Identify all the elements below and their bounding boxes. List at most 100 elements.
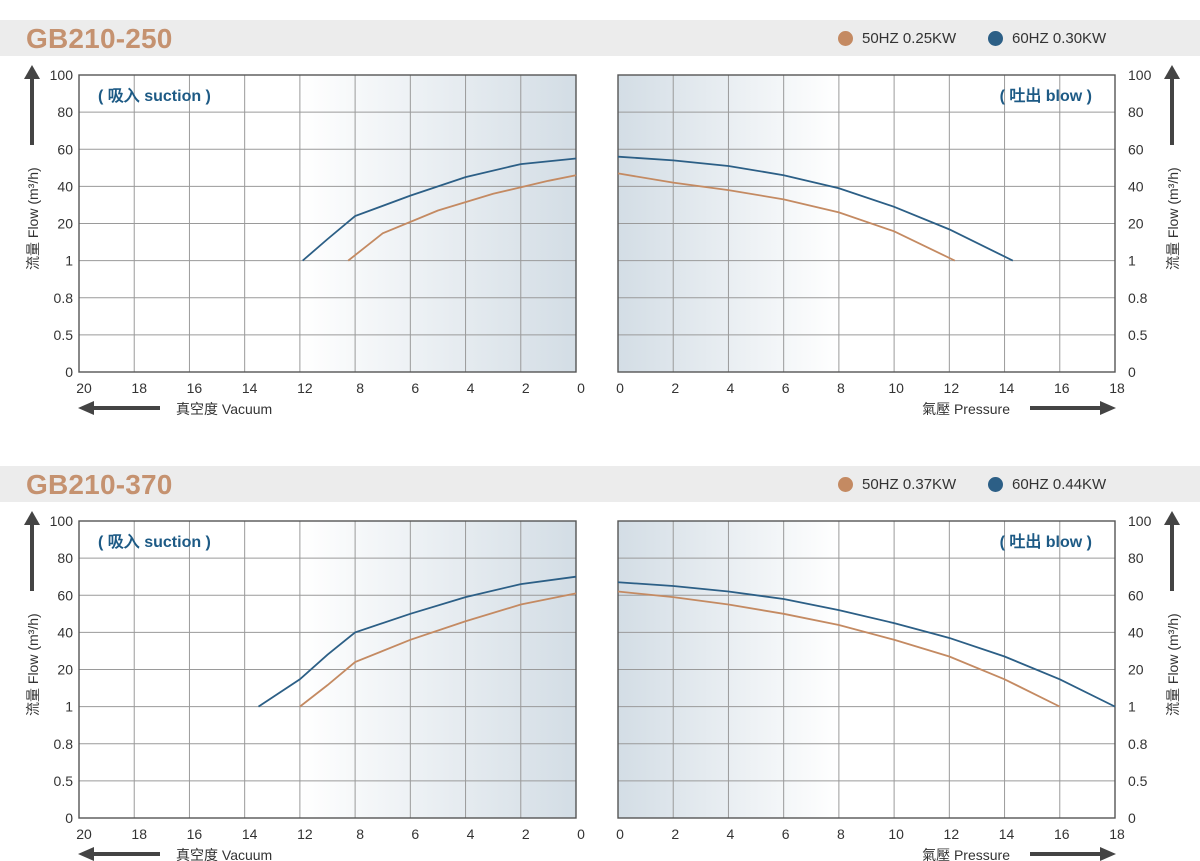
legend-label-60hz: 60HZ 0.30KW (1012, 30, 1107, 47)
y-tick-label: 40 (57, 178, 73, 194)
x-tick-label: 12 (944, 826, 960, 842)
legend-label-50hz: 50HZ 0.37KW (862, 476, 957, 493)
y-tick-label: 1 (65, 699, 73, 715)
blow-annotation: ( 吐出 blow ) (1000, 86, 1092, 105)
y-tick-label: 20 (1128, 662, 1144, 678)
legend-label-50hz: 50HZ 0.25KW (862, 30, 957, 47)
y-tick-label: 0.5 (54, 327, 74, 343)
y-axis-label: 流量 Flow (m³/h) (25, 167, 41, 270)
section-header: GB210-250 50HZ 0.25KW 60HZ 0.30KW (0, 20, 1200, 56)
legend-dot-50hz (838, 31, 853, 46)
y-tick-label: 100 (1128, 513, 1152, 529)
y-tick-label: 40 (1128, 178, 1144, 194)
y-axis-label: 流量 Flow (m³/h) (1165, 167, 1181, 270)
pump-chart-section: GB210-250 50HZ 0.25KW 60HZ 0.30KW 20 18 16… (0, 20, 1200, 440)
x-tick-label: 10 (888, 380, 904, 396)
x-tick-label: 12 (297, 380, 313, 396)
x-tick-label: 0 (616, 380, 624, 396)
x-tick-label: 2 (522, 380, 530, 396)
x-tick-label: 4 (467, 826, 475, 842)
y-tick-label: 20 (57, 662, 73, 678)
y-axis-label: 流量 Flow (m³/h) (1165, 613, 1181, 716)
x-tick-label: 16 (187, 380, 203, 396)
x-tick-label: 16 (1054, 380, 1070, 396)
x-tick-label: 12 (944, 380, 960, 396)
y-tick-label: 0 (65, 364, 73, 380)
x-tick-label: 8 (356, 826, 364, 842)
plot-frame (78, 74, 577, 373)
x-tick-label: 14 (242, 826, 258, 842)
pump-chart-section: GB210-370 50HZ 0.37KW 60HZ 0.44KW 20 18 16… (0, 466, 1200, 861)
y-tick-label: 20 (57, 216, 73, 232)
y-tick-label: 1 (65, 253, 73, 269)
blow-panel: 0 2 4 6 8 10 12 14 16 18 100 80 60 40 20 1 0.8 0.5 0 ( 吐出 b… (616, 65, 1181, 417)
x-tick-label: 8 (837, 826, 845, 842)
y-tick-label: 100 (50, 67, 74, 83)
y-tick-label: 60 (1128, 587, 1144, 603)
section-header: GB210-370 50HZ 0.37KW 60HZ 0.44KW (0, 466, 1200, 502)
y-tick-label: 80 (1128, 550, 1144, 566)
y-tick-label: 0.8 (54, 736, 74, 752)
x-tick-label: 6 (411, 380, 419, 396)
y-tick-label: 1 (1128, 699, 1136, 715)
y-axis-arrowhead (1164, 511, 1180, 525)
x-tick-label: 4 (727, 826, 735, 842)
x-tick-label: 6 (782, 826, 790, 842)
x-tick-label: 14 (999, 380, 1015, 396)
y-axis-arrowhead (1164, 65, 1180, 79)
x-tick-label: 14 (999, 826, 1015, 842)
y-tick-label: 0 (1128, 810, 1136, 826)
x-tick-label: 18 (131, 380, 147, 396)
y-tick-label: 60 (57, 587, 73, 603)
plot-frame (78, 520, 577, 819)
x-axis-label: 氣壓 Pressure (922, 401, 1010, 417)
y-tick-label: 0 (1128, 364, 1136, 380)
x-tick-label: 0 (577, 380, 585, 396)
y-tick-label: 80 (57, 550, 73, 566)
x-tick-label: 2 (522, 826, 530, 842)
y-tick-label: 60 (1128, 141, 1144, 157)
y-tick-label: 0.8 (54, 290, 74, 306)
legend-dot-50hz (838, 477, 853, 492)
y-tick-label: 80 (1128, 104, 1144, 120)
y-tick-label: 1 (1128, 253, 1136, 269)
blow-panel: 0 2 4 6 8 10 12 14 16 18 100 80 60 40 20 1 0.8 0.5 0 ( 吐出 b… (616, 511, 1181, 861)
series-line-50hz (347, 174, 577, 262)
model-title: GB210-250 (26, 23, 173, 54)
x-tick-label: 6 (782, 380, 790, 396)
y-tick-label: 40 (1128, 624, 1144, 640)
x-tick-label: 20 (76, 380, 92, 396)
x-tick-label: 6 (411, 826, 419, 842)
x-tick-label: 10 (888, 826, 904, 842)
x-axis-arrowhead (78, 401, 94, 415)
y-tick-label: 100 (1128, 67, 1152, 83)
y-tick-label: 0.8 (1128, 290, 1148, 306)
plot-frame (617, 520, 1116, 819)
x-tick-label: 4 (727, 380, 735, 396)
x-tick-label: 12 (297, 826, 313, 842)
y-tick-label: 20 (1128, 216, 1144, 232)
x-tick-label: 18 (131, 826, 147, 842)
model-title: GB210-370 (26, 469, 173, 500)
y-tick-label: 0.8 (1128, 736, 1148, 752)
legend-label-60hz: 60HZ 0.44KW (1012, 476, 1107, 493)
suction-annotation: ( 吸入 suction ) (98, 87, 211, 105)
x-tick-label: 20 (76, 826, 92, 842)
y-tick-label: 0.5 (1128, 773, 1148, 789)
series-line-50hz (617, 590, 1061, 708)
y-tick-label: 0 (65, 810, 73, 826)
y-tick-label: 100 (50, 513, 74, 529)
y-tick-label: 0.5 (1128, 327, 1148, 343)
x-tick-label: 8 (837, 380, 845, 396)
x-tick-label: 2 (671, 380, 679, 396)
x-tick-label: 16 (1054, 826, 1070, 842)
x-axis-arrowhead (1100, 401, 1116, 415)
y-axis-label: 流量 Flow (m³/h) (25, 613, 41, 716)
y-tick-label: 0.5 (54, 773, 74, 789)
x-tick-label: 0 (616, 826, 624, 842)
x-axis-label: 氣壓 Pressure (922, 847, 1010, 861)
